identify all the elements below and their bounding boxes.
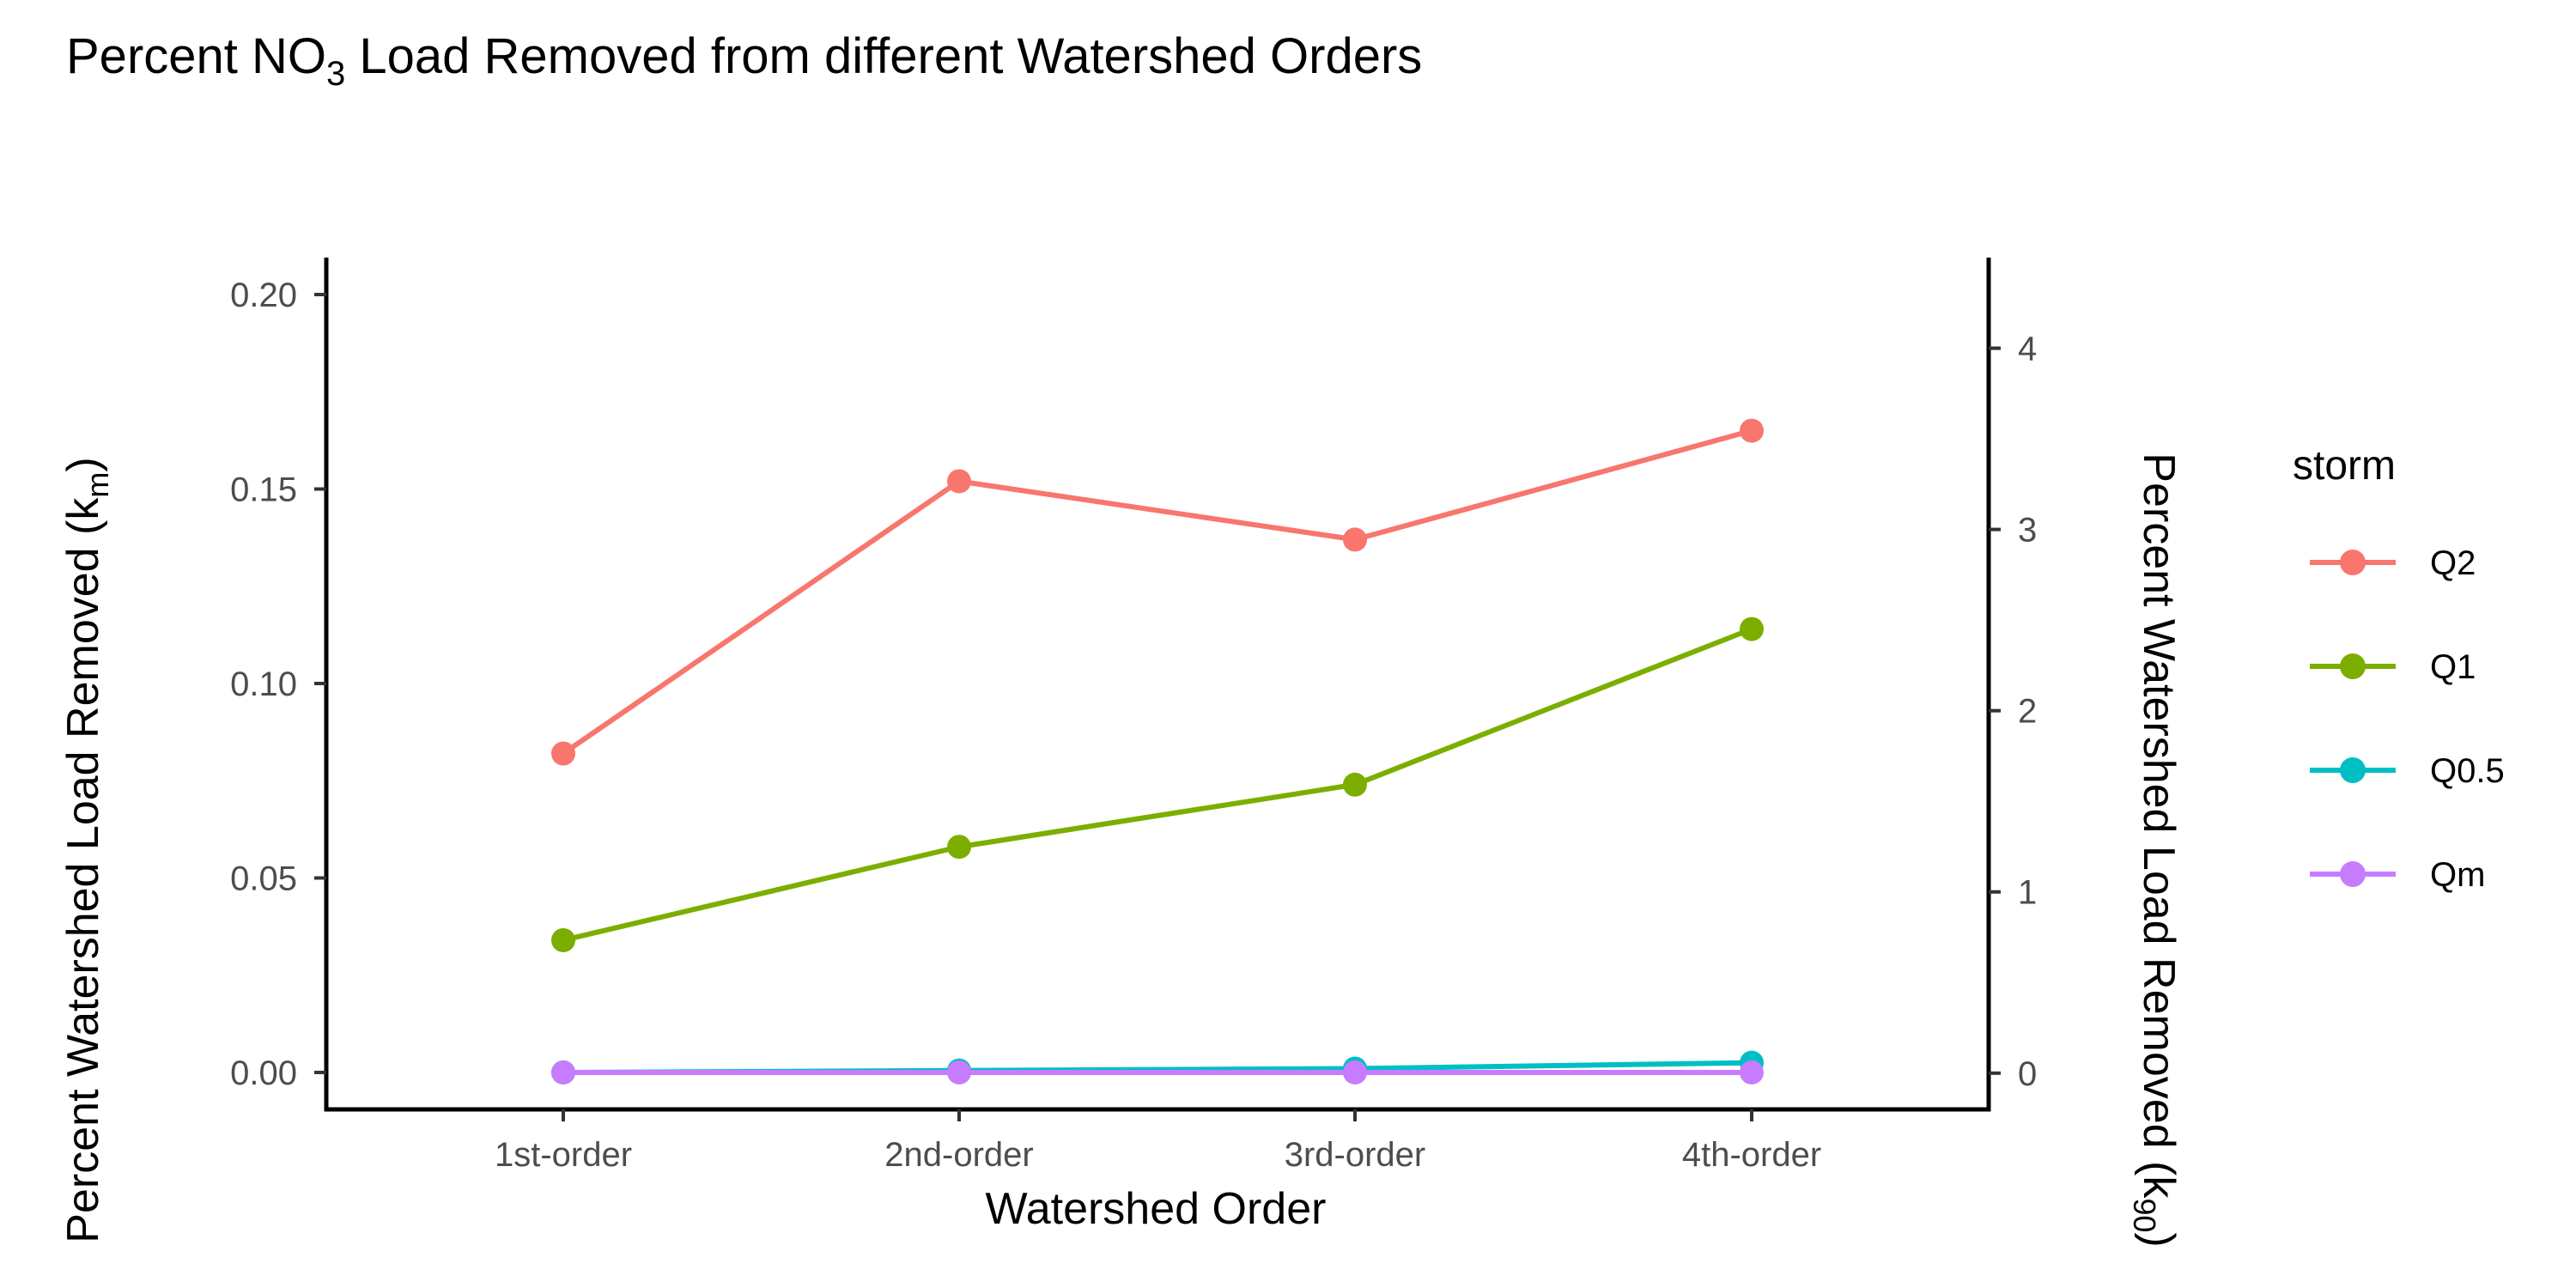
x-tick-label: 2nd-order xyxy=(884,1136,1033,1174)
series-line-Q1 xyxy=(562,626,1753,943)
data-point-Q2 xyxy=(1343,527,1367,552)
legend-key-point xyxy=(2340,861,2366,887)
data-point-Qm xyxy=(1740,1060,1764,1084)
x-tick-label: 1st-order xyxy=(495,1136,632,1174)
left-y-tick-label: 0.00 xyxy=(230,1054,297,1092)
left-y-tick-label: 0.15 xyxy=(230,471,297,509)
data-point-Q1 xyxy=(947,835,971,860)
data-point-Qm xyxy=(1343,1060,1367,1084)
series-points xyxy=(551,418,1764,1084)
series-lines xyxy=(562,428,1753,1075)
series-line-Q2 xyxy=(562,428,1753,756)
data-point-Q2 xyxy=(947,469,971,494)
legend: storm Q2 Q1 Q0.5 Qm xyxy=(2293,443,2505,894)
legend-key-point xyxy=(2340,550,2366,575)
chart-title: Percent NO3 Load Removed from different … xyxy=(66,28,1422,93)
legend-key-point xyxy=(2340,757,2366,783)
left-y-tick-label: 0.20 xyxy=(230,276,297,314)
data-point-Qm xyxy=(947,1060,971,1084)
data-point-Q2 xyxy=(1740,418,1764,443)
right-y-tick-label: 4 xyxy=(2018,331,2037,368)
legend-label: Q2 xyxy=(2430,544,2476,582)
left-y-tick-label: 0.05 xyxy=(230,860,297,897)
x-tick-label: 4th-order xyxy=(1682,1136,1821,1174)
x-axis-title: Watershed Order xyxy=(986,1184,1327,1234)
x-tick-label: 3rd-order xyxy=(1285,1136,1426,1174)
right-y-axis-title: Percent Watershed Load Removed (k90) xyxy=(2127,453,2184,1247)
right-y-tick-label: 1 xyxy=(2018,874,2037,912)
legend-title: storm xyxy=(2293,443,2396,489)
plot-area xyxy=(551,418,1764,1084)
right-y-tick-label: 2 xyxy=(2018,693,2037,731)
data-point-Q2 xyxy=(551,741,575,766)
legend-label: Q1 xyxy=(2430,648,2476,686)
data-point-Qm xyxy=(551,1060,575,1084)
right-y-axis-ticks: 0 1 2 3 4 xyxy=(1989,331,2037,1093)
left-y-axis-title: Percent Watershed Load Removed (km) xyxy=(58,457,115,1242)
data-point-Q1 xyxy=(551,927,575,952)
left-y-axis-ticks: 0.00 0.05 0.10 0.15 0.20 xyxy=(230,276,326,1092)
data-point-Q1 xyxy=(1343,772,1367,797)
right-y-tick-label: 3 xyxy=(2018,512,2037,550)
left-y-tick-label: 0.10 xyxy=(230,665,297,703)
legend-label: Q0.5 xyxy=(2430,752,2505,790)
legend-key-point xyxy=(2340,653,2366,679)
legend-label: Qm xyxy=(2430,856,2485,894)
data-point-Q1 xyxy=(1740,617,1764,641)
x-axis-ticks: 1st-order 2nd-order 3rd-order 4th-order xyxy=(495,1109,1821,1174)
right-y-tick-label: 0 xyxy=(2018,1055,2037,1093)
